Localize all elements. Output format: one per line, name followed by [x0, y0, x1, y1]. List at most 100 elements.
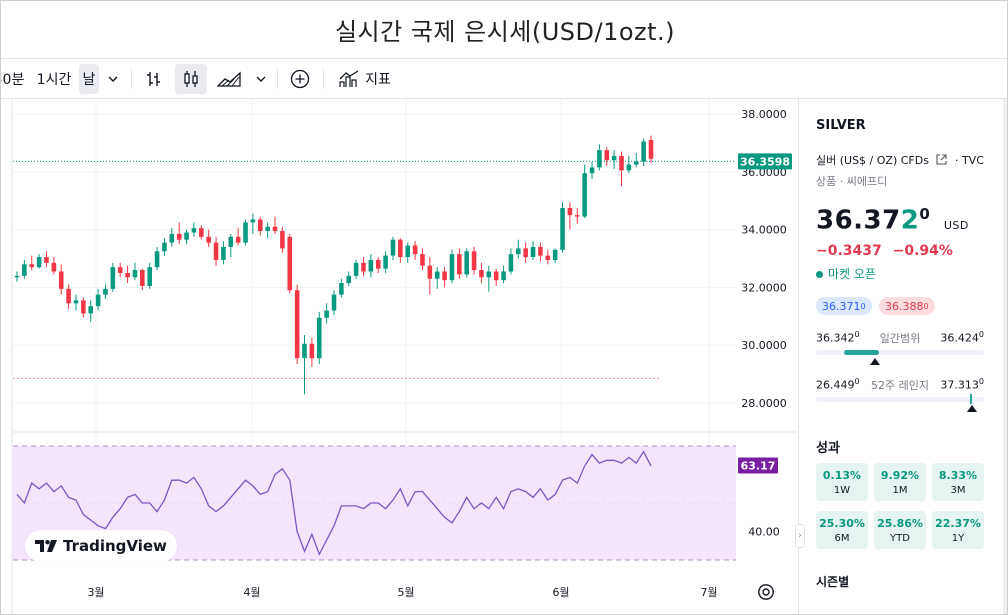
chart-area[interactable]: 38.0000 36.0000 34.0000 32.0000 30.0000 28.00… [1, 99, 796, 614]
x-axis-tick-label: 6월 [552, 586, 569, 599]
candle-body [309, 343, 315, 359]
candle-body [162, 242, 167, 252]
performance-value: 22.37% [935, 516, 981, 530]
performance-tile-1y[interactable]: 22.37% 1Y [932, 511, 984, 549]
candle-body [169, 233, 175, 243]
plus-circle-icon [290, 69, 310, 89]
y-axis-tick-label: 34.0000 [741, 224, 787, 237]
x-axis-tick-label: 7월 [700, 586, 717, 599]
performance-tile-1m[interactable]: 9.92% 1M [874, 463, 926, 501]
candle-body [516, 248, 521, 255]
symbol-description: 실버 (US$ / OZ) CFDs · TVC [816, 152, 984, 168]
candle-body [58, 271, 64, 289]
candle-body [567, 207, 573, 216]
year-range-track [816, 394, 984, 404]
toolbar-separator [323, 69, 324, 89]
bar-chart-type-button[interactable] [140, 64, 168, 94]
candle-body [412, 245, 418, 255]
candle-body [191, 228, 197, 233]
candle-body [103, 288, 108, 295]
page-title: 실시간 국제 은시세(USD/1ozt.) [334, 18, 676, 46]
candle-body [235, 236, 241, 243]
market-status[interactable]: 마켓 오픈 [816, 265, 876, 282]
area-chart-type-button[interactable] [213, 64, 245, 94]
interval-1h-button[interactable]: 1시간 [35, 64, 73, 94]
candle-body [449, 254, 455, 281]
bars-icon [147, 72, 160, 86]
market-open-dot-icon [816, 271, 823, 278]
candle-body [125, 272, 130, 278]
exchange-name[interactable]: TVC [961, 154, 984, 167]
day-range-high: 36.424 [940, 331, 979, 345]
candle-body [604, 150, 610, 161]
day-range-fill [844, 350, 879, 355]
candle-body [221, 246, 226, 260]
indicators-label: 지표 [365, 72, 391, 88]
performance-tile-1w[interactable]: 0.13% 1W [816, 463, 868, 501]
candle-body [294, 290, 300, 359]
candle-body [88, 306, 94, 314]
compare-symbol-button[interactable] [286, 64, 314, 94]
symbol-details-panel: › SILVER 실버 (US$ / OZ) CFDs · TVC 상품 · 씨… [795, 99, 1007, 614]
candle-body [375, 259, 381, 269]
sidebar-scrollbar[interactable] [1003, 99, 1007, 614]
candle-body [29, 264, 35, 268]
seasonals-title: 시즌별 [816, 575, 850, 589]
year-range-fill [970, 394, 972, 404]
last-price-superscript: 0 [919, 205, 931, 223]
year-range-row: 26.4490 52주 레인지 37.3130 [816, 377, 984, 393]
interval-dropdown-button[interactable] [103, 64, 123, 94]
y-axis-tick-label: 30.0000 [741, 339, 787, 352]
tradingview-logo[interactable]: TradingView [25, 530, 177, 562]
bid-superscript: 0 [860, 301, 866, 311]
ask-superscript: 0 [923, 301, 929, 311]
collapse-sidebar-button[interactable]: › [795, 524, 805, 548]
symbol-name[interactable]: SILVER [816, 118, 866, 133]
external-link-icon[interactable] [936, 154, 948, 165]
candle-body [287, 236, 293, 291]
candle-body [51, 262, 57, 272]
candle-body [81, 300, 86, 314]
price-change-abs: −0.3437 [816, 243, 882, 259]
interval-1h-label: 1시간 [36, 72, 72, 88]
candle-body [154, 251, 160, 268]
y-axis-tick-label: 38.0000 [741, 108, 787, 121]
candle-body [442, 271, 447, 281]
indicators-button[interactable]: 지표 [333, 64, 397, 94]
tradingview-logo-text: TradingView [63, 537, 167, 555]
area-chart-icon [217, 71, 241, 87]
candle-body [22, 264, 27, 276]
candle-body [36, 257, 42, 268]
x-axis-tick-label: 4월 [243, 586, 260, 599]
day-range-label: 일간범위 [879, 332, 921, 345]
candle-body [316, 317, 322, 359]
performance-tile-3m[interactable]: 8.33% 3M [932, 463, 984, 501]
chart-toolbar: 30분 1시간 날 지표 [1, 59, 1007, 99]
chart-settings-icon[interactable] [757, 583, 775, 601]
candle-body [368, 259, 374, 272]
candle-body [619, 155, 624, 171]
chart-type-dropdown-button[interactable] [251, 64, 271, 94]
rsi-value-tag [738, 457, 778, 474]
interval-30m-button[interactable]: 30분 [1, 64, 27, 94]
candle-body [265, 226, 270, 232]
year-range-high: 37.313 [940, 378, 979, 392]
symbol-description-text: 실버 (US$ / OZ) CFDs [816, 154, 929, 167]
last-price-last-digit: 2 [900, 205, 920, 236]
toolbar-separator [131, 69, 132, 89]
candle-body [589, 167, 595, 174]
interval-day-button[interactable]: 날 [79, 64, 99, 94]
candle-body [14, 275, 20, 278]
candle-body [390, 239, 396, 256]
performance-tile-6m[interactable]: 25.30% 6M [816, 511, 868, 549]
performance-tile-ytd[interactable]: 25.86% YTD [874, 511, 926, 549]
candle-body [110, 267, 116, 289]
chevron-down-icon [256, 76, 266, 82]
interval-day-label: 날 [82, 72, 96, 88]
candles-chart-type-button[interactable] [175, 64, 207, 94]
title-bar: 실시간 국제 은시세(USD/1ozt.) [1, 1, 1007, 59]
candle-body [611, 155, 617, 161]
performance-period: 1M [892, 484, 908, 496]
candle-body [508, 254, 514, 272]
ask-price: 36.388 0 [879, 297, 935, 315]
